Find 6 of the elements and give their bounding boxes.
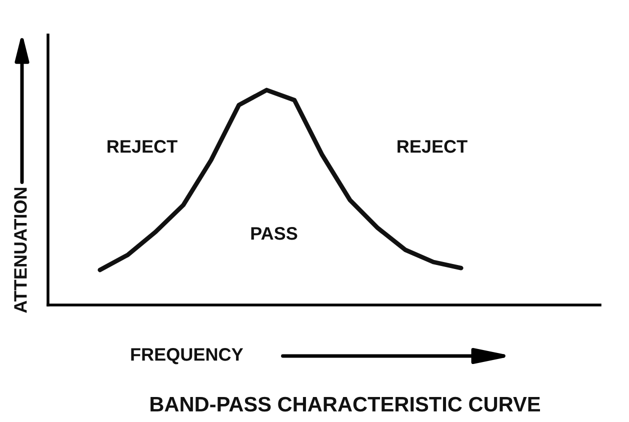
y-axis-title: ATTENUATION bbox=[14, 188, 27, 313]
annotation: REJECT bbox=[398, 140, 468, 153]
text: BAND-PASS CHARACTERISTIC CURVE bbox=[150, 396, 540, 412]
annotation: REJECT bbox=[108, 140, 178, 153]
annotation: PASS bbox=[251, 227, 298, 240]
x-axis-title: FREQUENCY bbox=[131, 348, 244, 364]
